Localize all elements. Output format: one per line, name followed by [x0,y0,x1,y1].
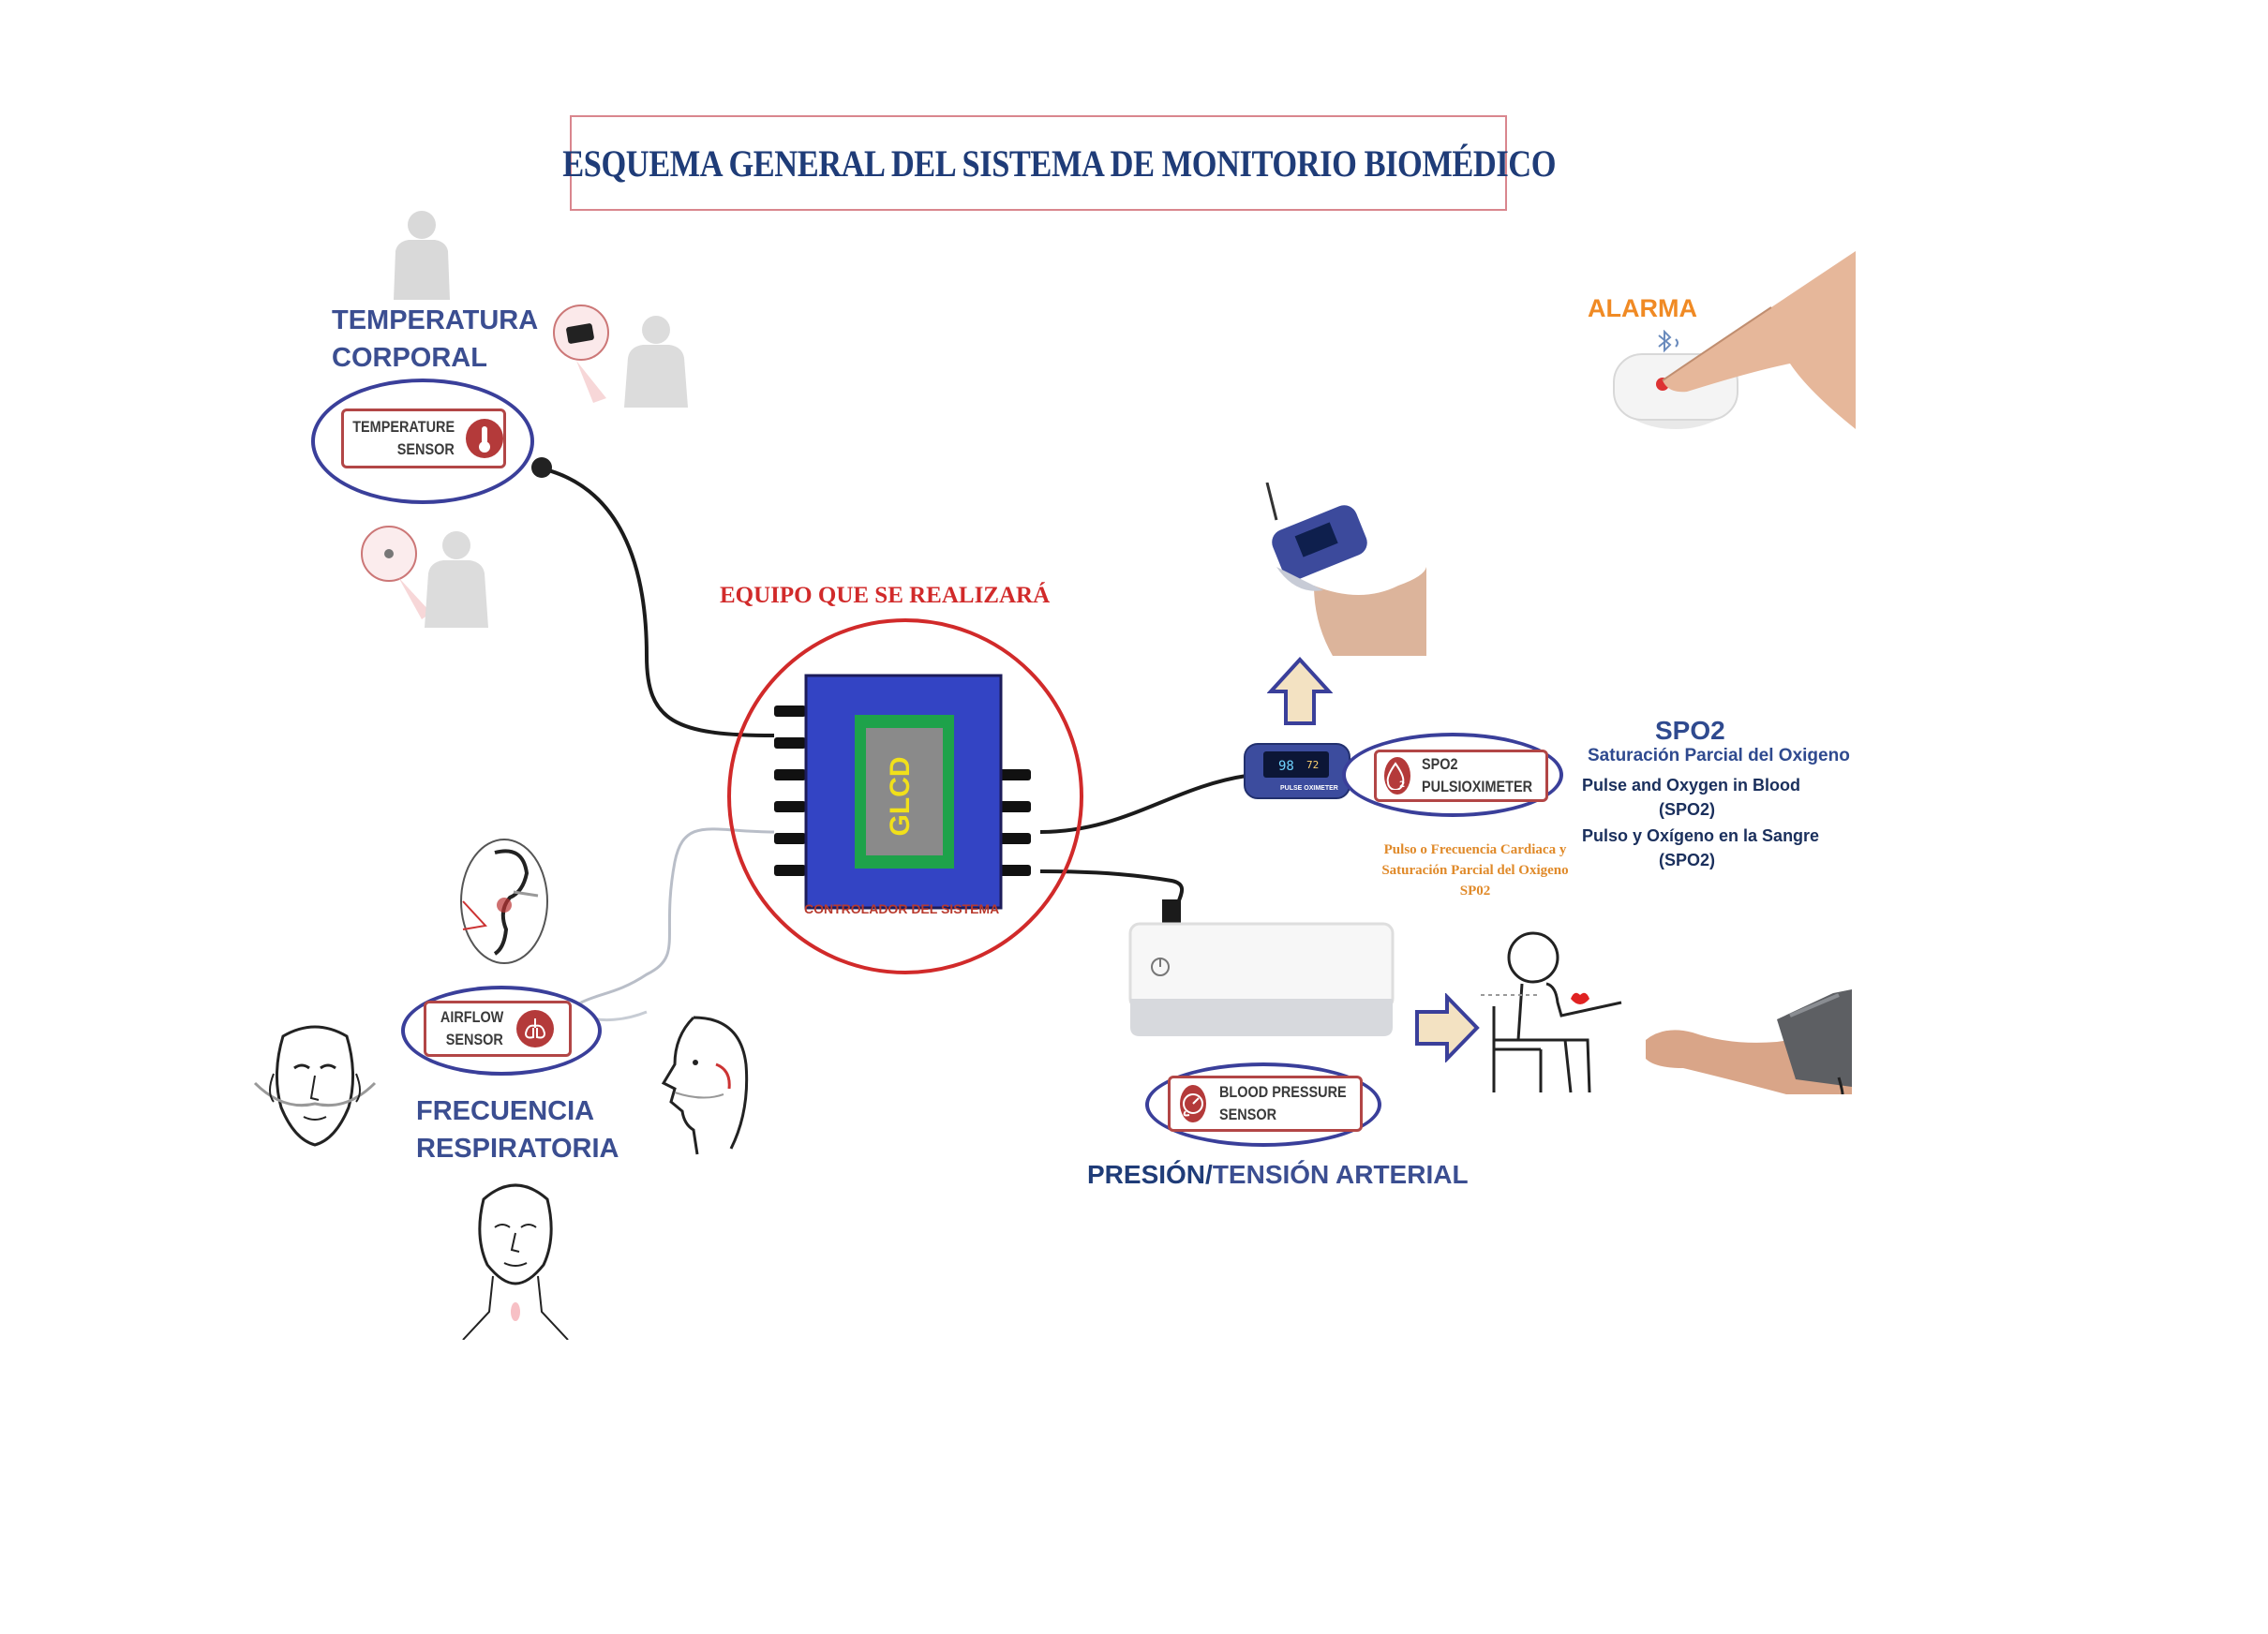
airflow-tube [580,827,775,1004]
spo2-sensor-card: 2 SPO2 PULSIOXIMETER [1374,750,1548,802]
bp-heading-part1: PRESIÓN/ [1087,1160,1213,1189]
bp-monitor-device [1128,922,1395,1036]
svg-text:2: 2 [1399,780,1405,790]
skin-patch-zoom-icon [553,305,609,403]
spo2-note: Pulso o Frecuencia Cardiaca y Saturación… [1381,839,1569,901]
controller-device [774,674,1031,910]
oxygen-drop-icon: 2 [1384,757,1410,795]
human-silhouette-icon [624,316,688,408]
spo2-sensor-labels: SPO2 PULSIOXIMETER [1422,753,1552,798]
spo2-sensor-line2: PULSIOXIMETER [1422,778,1533,795]
temperature-sensor-line1: TEMPERATURE [352,418,455,436]
controller-heading: EQUIPO QUE SE REALIZARÁ [720,583,1051,608]
airflow-sensor-line2: SENSOR [445,1031,503,1048]
arrow-right-icon [1415,993,1480,1062]
spo2-note-line2: Saturación Parcial del Oxigeno [1381,863,1569,878]
temperature-sensor-card: TEMPERATURE SENSOR [341,408,506,468]
airflow-heading-1: FRECUENCIA [416,1096,595,1126]
face-front-drawing [253,1025,377,1147]
spo2-note-line3: SP02 [1459,884,1491,899]
airflow-sensor-line1: AIRFLOW [440,1008,503,1026]
title-box: ESQUEMA GENERAL DEL SISTEMA DE MONITORIO… [562,115,1556,211]
temperature-sensor-line2: SENSOR [396,440,455,458]
human-silhouette-icon [425,531,488,628]
temperature-cable [541,467,775,737]
spo2-heading: SPO2 [1655,716,1725,745]
airflow-sensor-card: AIRFLOW SENSOR [424,1001,572,1057]
controller-caption: CONTROLADOR DEL SISTEMA [804,901,1000,916]
temperature-sensor-labels: TEMPERATURE SENSOR [351,416,455,461]
spo2-desc-2: Pulse and Oxygen in Blood [1582,776,1801,795]
seated-person-drawing [1481,931,1622,1093]
bp-heading: PRESIÓN/ TENSIÓN ARTERIAL [1087,1156,1469,1194]
bp-sensor-labels: BLOOD PRESSURE SENSOR [1219,1081,1369,1126]
airflow-heading-2: RESPIRATORIA [416,1134,619,1164]
spo2-note-line1: Pulso o Frecuencia Cardiaca y [1383,842,1567,857]
spo2-sensor-line1: SPO2 [1422,755,1458,773]
arm-cuff-image [1646,989,1852,1094]
face-neck-drawing [462,1183,569,1340]
bp-sensor-line1: BLOOD PRESSURE [1219,1083,1347,1101]
spo2-desc-2b: (SPO2) [1659,800,1716,819]
bp-sensor-card: BLOOD PRESSURE SENSOR [1168,1076,1363,1132]
alarm-button-image [1613,251,1856,429]
gauge-icon [1180,1085,1206,1122]
temperature-probe-tip [531,457,552,478]
temperature-heading-2: CORPORAL [332,343,487,373]
svg-text:98: 98 [1278,759,1294,774]
spo2-desc-3: Pulso y Oxígeno en la Sangre [1582,826,1820,845]
temperature-heading-1: TEMPERATURA [332,305,539,335]
spo2-desc-3b: (SPO2) [1659,851,1716,869]
pulse-oximeter-label: PULSE OXIMETER [1280,785,1338,792]
bluetooth-icon [1658,330,1679,353]
bp-sensor-line2: SENSOR [1219,1106,1277,1123]
chest-sensor-zoom-icon [361,526,431,619]
svg-text:72: 72 [1306,759,1319,771]
face-profile-drawing [661,1016,749,1155]
oximeter-finger-image [1258,483,1426,656]
nasal-cannula-zoom-icon [460,839,548,964]
human-silhouette-icon [394,211,450,300]
arrow-up-icon [1267,657,1333,725]
controller-circle [727,618,1083,974]
bp-heading-part2: TENSIÓN ARTERIAL [1212,1160,1469,1189]
thermometer-icon [466,419,503,458]
pulse-oximeter-device: 98 72 [1244,743,1350,799]
bp-cable-plug [1162,899,1181,926]
glcd-display-label: GLCD [885,756,916,837]
spo2-desc-1: Saturación Parcial del Oxigeno [1588,746,1850,765]
diagram-title: ESQUEMA GENERAL DEL SISTEMA DE MONITORIO… [562,141,1556,185]
alarm-heading: ALARMA [1588,294,1697,322]
lungs-icon [516,1010,554,1047]
airflow-sensor-labels: AIRFLOW SENSOR [436,1006,503,1051]
